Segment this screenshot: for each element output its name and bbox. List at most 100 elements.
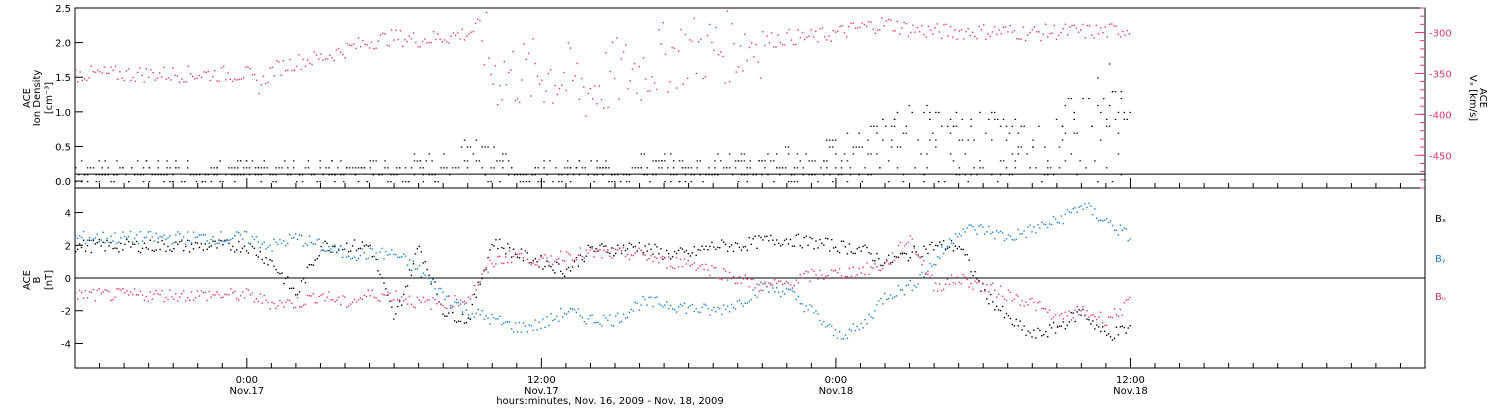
density-point (231, 174, 233, 176)
velocity-point (163, 66, 165, 69)
density-point (899, 146, 902, 148)
density-point (1105, 118, 1108, 120)
b-series-point (738, 276, 741, 278)
density-point (699, 174, 701, 176)
b-series-point (717, 306, 719, 309)
density-point (938, 111, 940, 114)
density-point (661, 167, 663, 169)
density-point (493, 146, 495, 148)
b-series-point (609, 252, 611, 255)
b-series-point (948, 283, 951, 286)
density-point (684, 174, 687, 176)
b-series-point (534, 263, 536, 266)
x-tick-time-label: 12:00 (1116, 375, 1145, 386)
b-series-point (237, 240, 240, 243)
b-series-point (995, 296, 998, 298)
velocity-point (817, 41, 819, 43)
b-series-point (234, 290, 236, 293)
b-series-point (616, 244, 619, 246)
density-point (272, 174, 274, 176)
density-point (1008, 174, 1011, 176)
density-point (790, 174, 793, 176)
b-series-point (151, 298, 153, 300)
b-series-point (218, 239, 220, 241)
b-series-point (112, 298, 114, 301)
velocity-point (1084, 37, 1086, 39)
b-series-point (257, 300, 260, 303)
b-series-point (1101, 220, 1104, 222)
velocity-point (1073, 24, 1075, 27)
b-series-point (650, 248, 652, 251)
b-series-point (377, 258, 379, 261)
velocity-point (697, 40, 700, 43)
b-series-point (579, 254, 582, 256)
b-series-point (524, 325, 527, 327)
velocity-point (415, 41, 417, 44)
velocity-point (318, 58, 320, 60)
b-series-point (247, 252, 250, 254)
b-series-point (907, 284, 909, 286)
velocity-point (583, 86, 585, 88)
density-point (961, 118, 964, 120)
b-series-point (662, 306, 664, 308)
velocity-point (167, 77, 170, 79)
velocity-point (596, 103, 598, 105)
density-point (275, 174, 277, 176)
velocity-point (92, 70, 95, 73)
b-series-point (183, 249, 185, 252)
density-point (764, 160, 766, 162)
velocity-point (1062, 28, 1064, 30)
b-series-point (261, 243, 263, 245)
b-series-point (163, 234, 165, 236)
density-point (870, 174, 872, 176)
density-point (313, 174, 316, 176)
density-point (640, 167, 643, 169)
b-series-point (420, 301, 422, 303)
velocity-point (479, 19, 481, 22)
velocity-point (993, 26, 996, 28)
density-point (189, 174, 192, 176)
b-series-point (905, 243, 908, 245)
b-series-point (1088, 316, 1090, 318)
b-series-point (208, 290, 210, 293)
b-series-point (1094, 315, 1096, 318)
b-series-point (1123, 326, 1125, 329)
velocity-point (956, 38, 958, 40)
density-point (139, 174, 142, 176)
b-series-point (1035, 232, 1037, 234)
b-series-point (889, 263, 892, 266)
b-series-point (742, 278, 745, 280)
density-point (310, 174, 313, 176)
b-series-point (986, 284, 988, 286)
b-series-point (1074, 207, 1076, 209)
velocity-point (454, 34, 457, 37)
b-series-point (196, 242, 199, 244)
b-series-point (954, 233, 957, 235)
density-point (693, 174, 696, 176)
b-series-point (561, 259, 564, 262)
b-series-point (228, 293, 230, 296)
b-series-point (304, 242, 307, 245)
b-series-point (520, 252, 523, 255)
b-series-point (540, 327, 542, 330)
velocity-point (640, 99, 642, 101)
b-series-point (1007, 314, 1010, 317)
b-series-point (1100, 311, 1102, 314)
b-series-point (1031, 297, 1033, 300)
velocity-point (410, 38, 413, 40)
b-series-point (135, 240, 138, 243)
velocity-point (154, 79, 156, 81)
b-series-point (801, 247, 803, 249)
b-series-point (1052, 321, 1055, 324)
velocity-point (764, 44, 766, 47)
b-series-point (950, 239, 953, 242)
b-series-point (516, 253, 519, 256)
b-series-point (230, 288, 232, 290)
b-series-point (832, 334, 835, 337)
velocity-point (790, 39, 793, 41)
velocity-point (868, 21, 870, 23)
density-point (237, 160, 239, 162)
density-point (743, 160, 746, 162)
density-point (399, 167, 401, 169)
b-series-point (834, 329, 837, 331)
